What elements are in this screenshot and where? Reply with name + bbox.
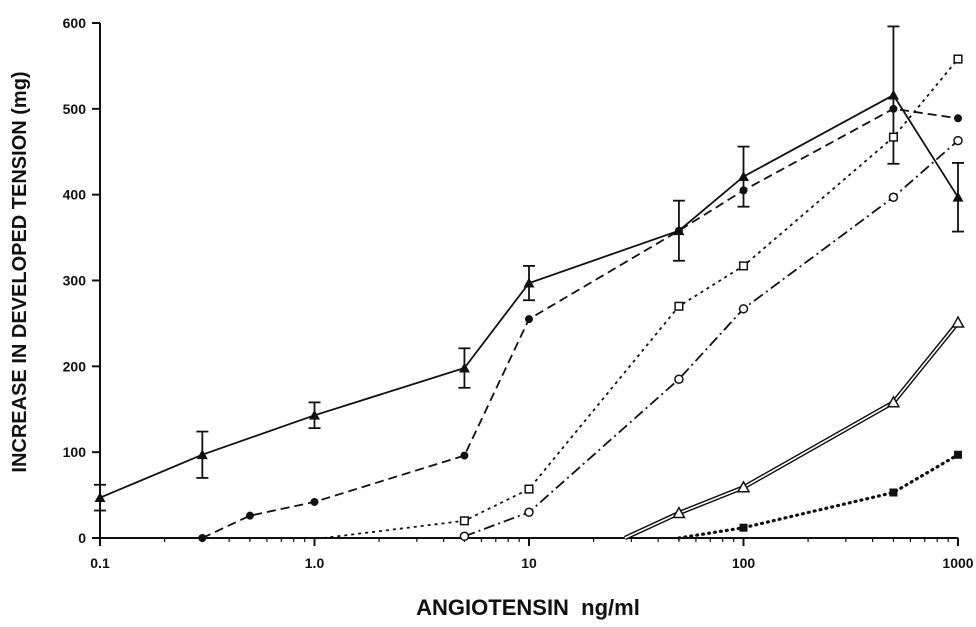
data-point [310, 497, 319, 506]
data-point [888, 192, 899, 202]
data-point [245, 511, 254, 520]
data-point [196, 449, 208, 460]
y-tick-label: 600 [63, 15, 87, 31]
data-point [198, 534, 207, 542]
y-tick-label: 400 [63, 187, 87, 203]
data-point [954, 114, 962, 123]
series-line [464, 139, 959, 538]
y-tick-label: 300 [63, 273, 87, 289]
series-6 [677, 450, 962, 540]
data-point [459, 516, 469, 526]
data-point [889, 104, 898, 113]
data-point [739, 186, 748, 195]
series-line-inner [624, 322, 959, 539]
series-line [323, 58, 959, 539]
data-point [524, 484, 534, 494]
x-tick-label: 1000 [942, 555, 973, 571]
data-point [739, 523, 748, 532]
series-2 [198, 104, 962, 542]
data-point [524, 507, 534, 517]
data-point [94, 492, 106, 503]
x-axis-title: ANGIOTENSIN ng/ml [416, 595, 640, 620]
y-axis-title: INCREASE IN DEVELOPED TENSION (mg) [9, 71, 31, 472]
data-point [674, 301, 684, 311]
series-line [623, 321, 960, 541]
data-point [738, 261, 749, 271]
data-point [951, 315, 965, 328]
data-point [738, 171, 749, 182]
data-point [738, 304, 749, 314]
data-point [736, 480, 751, 493]
data-point [954, 450, 962, 459]
y-tick-label: 100 [63, 444, 87, 460]
series-line [677, 453, 960, 540]
y-tick-label: 0 [78, 530, 86, 546]
x-tick-label: 1.0 [305, 555, 325, 571]
axes: 0 100 200 300 400 500 600 0.1 1.0 10 100 1000 [63, 15, 974, 571]
x-tick-label: 10 [521, 555, 537, 571]
data-point [674, 226, 683, 235]
y-tick-label: 500 [63, 101, 87, 117]
data-point [525, 315, 533, 324]
data-point [458, 362, 470, 373]
data-point [523, 277, 535, 288]
data-point [459, 531, 470, 542]
data-point [888, 132, 898, 142]
data-point [674, 374, 684, 384]
data-point [952, 191, 964, 202]
data-point [887, 89, 899, 100]
plot-area [94, 25, 965, 542]
data-point [672, 506, 686, 519]
series-5 [623, 315, 965, 541]
data-point [953, 135, 963, 146]
data-point [889, 488, 898, 497]
data-point [886, 395, 901, 408]
series-3 [323, 54, 963, 539]
x-tick-label: 100 [732, 555, 756, 571]
series-line [201, 107, 959, 539]
series-4 [459, 135, 963, 542]
x-tick-label: 0.1 [90, 555, 110, 571]
data-point [460, 451, 469, 460]
y-tick-label: 200 [63, 358, 87, 374]
data-point [309, 409, 320, 420]
data-point [953, 54, 963, 64]
